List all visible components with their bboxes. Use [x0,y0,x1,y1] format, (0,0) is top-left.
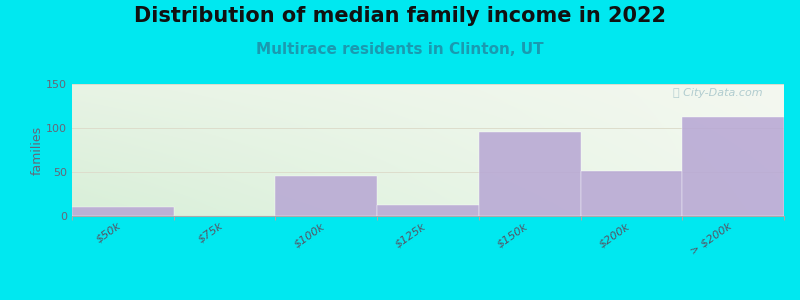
Text: Multirace residents in Clinton, UT: Multirace residents in Clinton, UT [256,42,544,57]
Bar [377,206,479,216]
Bar [72,207,174,216]
Bar [275,176,377,216]
Bar [581,171,682,216]
Bar [682,117,784,216]
Bar [479,131,581,216]
Y-axis label: families: families [30,125,43,175]
Text: ⓘ City-Data.com: ⓘ City-Data.com [673,88,762,98]
Text: Distribution of median family income in 2022: Distribution of median family income in … [134,6,666,26]
